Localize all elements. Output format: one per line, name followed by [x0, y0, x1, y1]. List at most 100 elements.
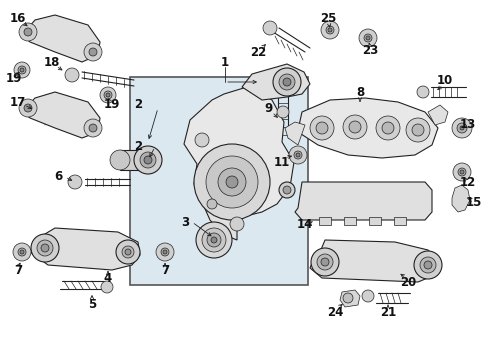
Circle shape	[218, 168, 246, 196]
Circle shape	[163, 250, 167, 254]
Circle shape	[296, 153, 300, 157]
Text: 8: 8	[356, 85, 364, 99]
Bar	[319, 217, 331, 225]
Polygon shape	[452, 185, 470, 212]
Circle shape	[206, 156, 258, 208]
Circle shape	[226, 176, 238, 188]
Circle shape	[116, 240, 140, 264]
Text: 7: 7	[14, 264, 22, 276]
Text: 18: 18	[44, 55, 60, 68]
Circle shape	[20, 250, 24, 254]
Circle shape	[106, 93, 110, 97]
Circle shape	[161, 248, 169, 256]
Circle shape	[144, 156, 152, 164]
Circle shape	[13, 243, 31, 261]
Circle shape	[412, 124, 424, 136]
Text: 3: 3	[181, 216, 189, 229]
Circle shape	[263, 21, 277, 35]
Circle shape	[366, 36, 370, 40]
Circle shape	[230, 217, 244, 231]
Circle shape	[89, 124, 97, 132]
Circle shape	[211, 237, 217, 243]
Polygon shape	[184, 87, 294, 217]
Circle shape	[362, 290, 374, 302]
Circle shape	[326, 26, 334, 34]
Circle shape	[316, 122, 328, 134]
Circle shape	[18, 248, 26, 256]
Circle shape	[24, 104, 32, 112]
Circle shape	[202, 228, 226, 252]
Text: 13: 13	[460, 118, 476, 131]
Text: 7: 7	[161, 264, 169, 276]
Circle shape	[382, 122, 394, 134]
Circle shape	[376, 116, 400, 140]
Circle shape	[37, 240, 53, 256]
Polygon shape	[298, 98, 438, 158]
Circle shape	[20, 68, 24, 72]
Text: 2: 2	[134, 99, 142, 112]
Circle shape	[65, 68, 79, 82]
Polygon shape	[295, 182, 432, 220]
Circle shape	[343, 115, 367, 139]
Circle shape	[125, 249, 131, 255]
Text: 21: 21	[380, 306, 396, 319]
Circle shape	[311, 248, 339, 276]
Polygon shape	[310, 240, 440, 282]
Circle shape	[321, 258, 329, 266]
Circle shape	[194, 144, 270, 220]
Text: 16: 16	[10, 12, 26, 24]
Circle shape	[207, 199, 217, 209]
Circle shape	[414, 251, 442, 279]
Circle shape	[460, 170, 464, 174]
Circle shape	[457, 123, 467, 133]
Circle shape	[406, 118, 430, 142]
Polygon shape	[428, 105, 448, 125]
Circle shape	[89, 48, 97, 56]
Text: 20: 20	[400, 275, 416, 288]
Text: 25: 25	[320, 12, 336, 24]
Circle shape	[122, 246, 134, 258]
Circle shape	[273, 68, 301, 96]
Circle shape	[458, 168, 466, 176]
Circle shape	[19, 23, 37, 41]
Polygon shape	[242, 64, 310, 100]
Circle shape	[31, 234, 59, 262]
Polygon shape	[22, 15, 100, 62]
Circle shape	[420, 257, 436, 273]
Circle shape	[134, 146, 162, 174]
Circle shape	[195, 133, 209, 147]
Circle shape	[364, 34, 372, 42]
Text: 15: 15	[466, 195, 482, 208]
Polygon shape	[30, 228, 140, 270]
Circle shape	[24, 28, 32, 36]
Circle shape	[460, 126, 464, 130]
Circle shape	[328, 28, 332, 32]
Text: 10: 10	[437, 73, 453, 86]
Polygon shape	[340, 290, 360, 307]
Circle shape	[84, 119, 102, 137]
Text: 17: 17	[10, 95, 26, 108]
Circle shape	[14, 62, 30, 78]
Text: 19: 19	[104, 99, 120, 112]
Text: 2: 2	[134, 140, 142, 153]
Circle shape	[294, 151, 302, 159]
Circle shape	[310, 116, 334, 140]
Text: 14: 14	[297, 219, 313, 231]
Bar	[344, 217, 356, 225]
Text: 4: 4	[104, 271, 112, 284]
Circle shape	[289, 146, 307, 164]
Circle shape	[100, 87, 116, 103]
Circle shape	[84, 43, 102, 61]
Circle shape	[317, 254, 333, 270]
Circle shape	[283, 78, 291, 86]
Text: 6: 6	[54, 171, 62, 184]
Circle shape	[417, 86, 429, 98]
Text: 19: 19	[6, 72, 22, 85]
Circle shape	[359, 29, 377, 47]
Circle shape	[101, 281, 113, 293]
Polygon shape	[22, 92, 100, 138]
Circle shape	[453, 163, 471, 181]
Circle shape	[110, 150, 130, 170]
Circle shape	[140, 152, 156, 168]
Circle shape	[207, 233, 221, 247]
